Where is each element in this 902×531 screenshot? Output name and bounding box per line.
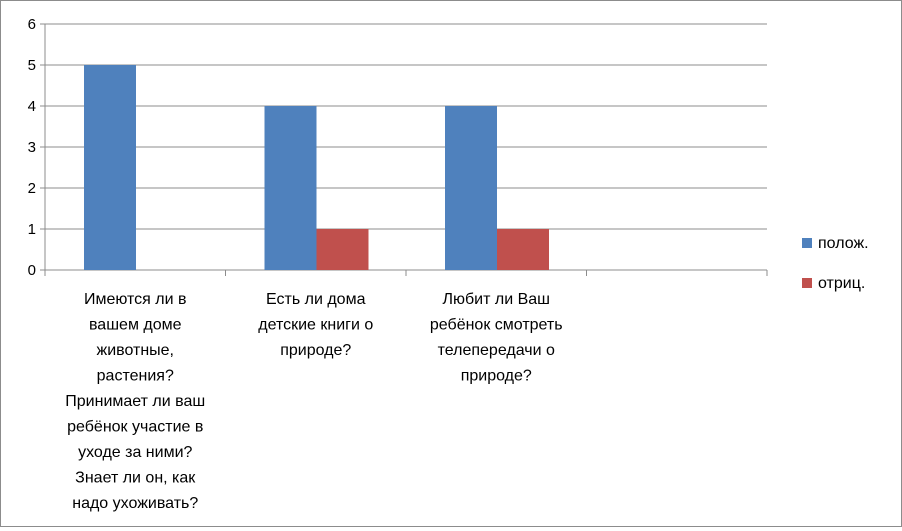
x-category-label-line: растения? <box>97 368 174 385</box>
x-category-label-line: Есть ли дома <box>266 291 366 308</box>
legend-swatch <box>802 238 812 248</box>
x-category-label-line: природе? <box>461 368 532 385</box>
x-category-label-line: ребёнок участие в <box>67 419 203 436</box>
x-category-labels: Имеются ли в вашем доме животные, растения?… <box>65 291 563 512</box>
legend-label: отриц. <box>818 275 865 292</box>
bar <box>445 106 497 270</box>
x-category-label-line: уходе за ними? <box>78 444 192 461</box>
y-tick-label: 0 <box>28 262 36 279</box>
legend-swatch <box>802 278 812 288</box>
x-category-label: Любит ли Ваш ребёнок смотреть телепередачи… <box>430 291 563 385</box>
x-category-label-line: животные, <box>96 342 174 359</box>
y-tick-label: 1 <box>28 221 36 238</box>
gridlines <box>45 23 767 230</box>
y-tick-label: 6 <box>28 16 36 33</box>
x-category-label-line: ребёнок смотреть <box>430 317 563 334</box>
x-category-label: Есть ли дома детские книги о природе? <box>258 291 373 359</box>
y-tick-labels: 0 1 2 3 4 5 6 <box>28 16 36 279</box>
x-category-label-line: Любит ли Ваш <box>443 291 551 308</box>
y-tick-label: 5 <box>28 57 36 74</box>
bar <box>84 65 136 270</box>
legend: полож. отриц. <box>802 235 869 292</box>
x-category-label-line: природе? <box>280 342 351 359</box>
y-tick-label: 4 <box>28 98 36 115</box>
x-category-label-line: Принимает ли ваш <box>65 393 205 410</box>
x-category-label-line: детские книги о <box>258 317 373 334</box>
x-category-label: Имеются ли в вашем доме животные, растения?… <box>65 291 205 512</box>
bar <box>316 229 369 270</box>
x-category-label-line: вашем доме <box>89 317 182 334</box>
x-category-label-line: Имеются ли в <box>84 291 187 308</box>
bar <box>264 106 317 270</box>
x-category-label-line: надо ухоживать? <box>72 495 198 512</box>
bars <box>84 65 549 270</box>
y-tick-label: 2 <box>28 180 36 197</box>
x-category-label-line: Знает ли он, как <box>75 470 196 487</box>
bar <box>497 229 549 270</box>
axes <box>40 23 768 276</box>
y-tick-label: 3 <box>28 139 36 156</box>
legend-label: полож. <box>818 235 869 252</box>
x-category-label-line: телепередачи о <box>438 342 555 359</box>
